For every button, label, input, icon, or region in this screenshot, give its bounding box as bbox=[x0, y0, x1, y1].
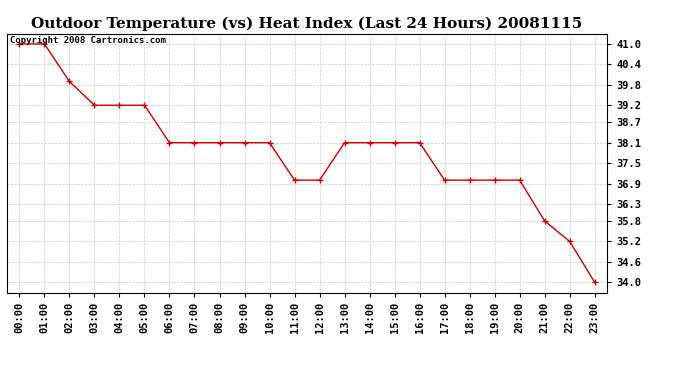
Title: Outdoor Temperature (vs) Heat Index (Last 24 Hours) 20081115: Outdoor Temperature (vs) Heat Index (Las… bbox=[32, 17, 582, 31]
Text: Copyright 2008 Cartronics.com: Copyright 2008 Cartronics.com bbox=[10, 36, 166, 45]
